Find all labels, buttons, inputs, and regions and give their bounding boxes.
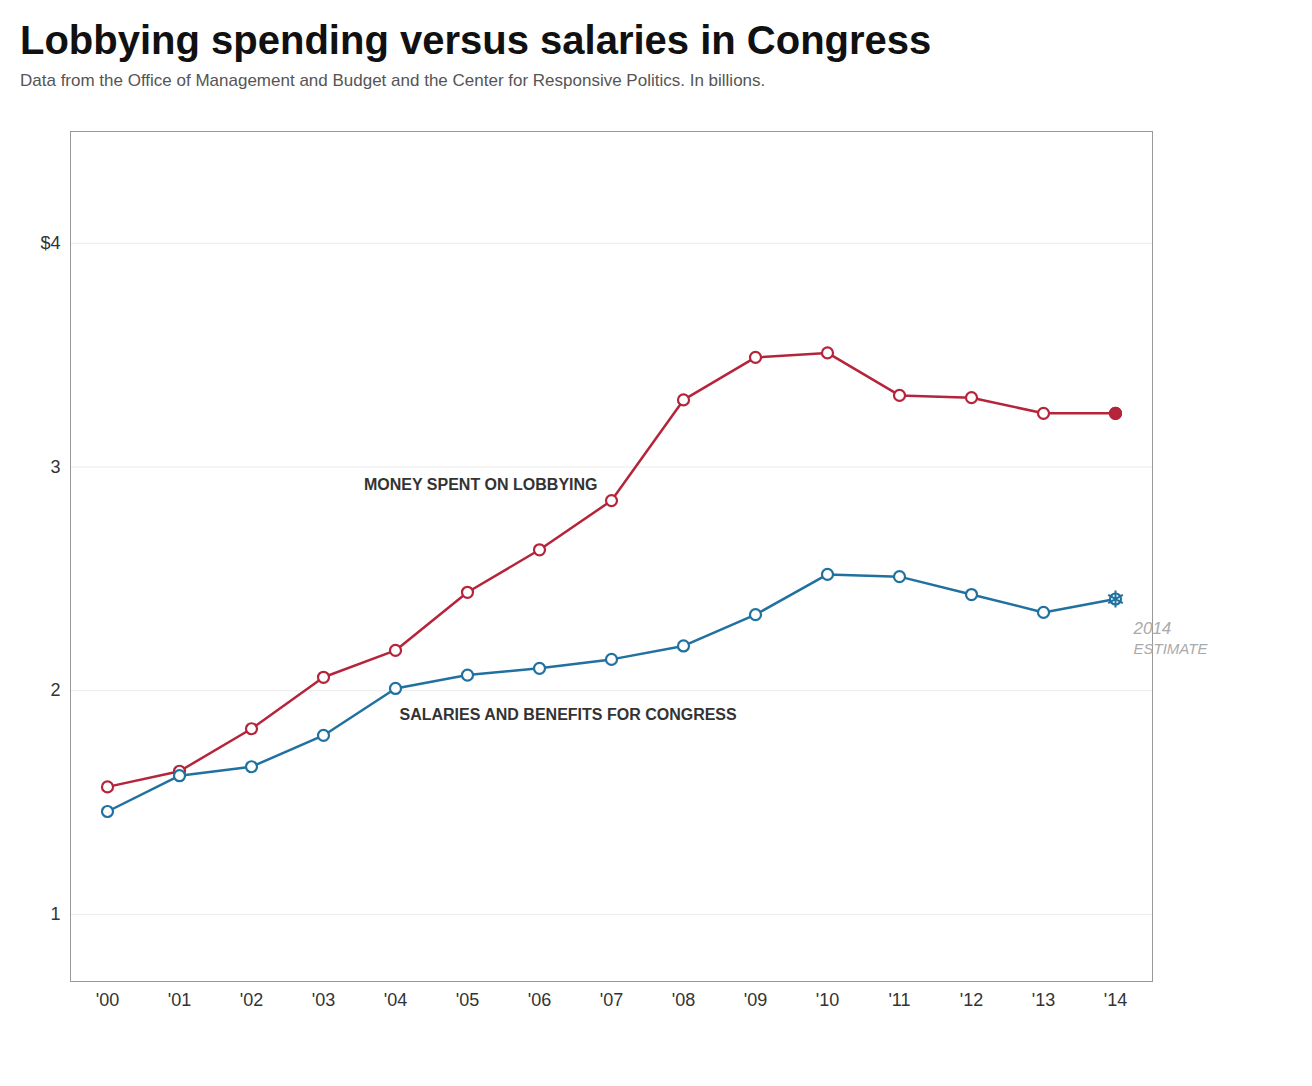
svg-text:$4: $4 bbox=[40, 233, 60, 253]
html-text:Lobbying spending versus salar: Lobbying spending versus salaries in Con… bbox=[20, 18, 932, 62]
html-text:Data from the Office of Manage: Data from the Office of Management and B… bbox=[20, 71, 766, 90]
svg-text:1: 1 bbox=[50, 904, 60, 924]
svg-text:'00: '00 bbox=[96, 990, 119, 1010]
svg-text:SALARIES AND BENEFITS FOR CONG: SALARIES AND BENEFITS FOR CONGRESS bbox=[400, 706, 738, 723]
svg-text:'04: '04 bbox=[384, 990, 407, 1010]
svg-text:'05: '05 bbox=[456, 990, 479, 1010]
svg-text:2014: 2014 bbox=[1133, 619, 1172, 638]
svg-text:'07: '07 bbox=[600, 990, 623, 1010]
svg-text:'09: '09 bbox=[744, 990, 767, 1010]
svg-text:'06: '06 bbox=[528, 990, 551, 1010]
svg-text:2: 2 bbox=[50, 680, 60, 700]
svg-text:'13: '13 bbox=[1032, 990, 1055, 1010]
svg-text:'12: '12 bbox=[960, 990, 983, 1010]
svg-text:'08: '08 bbox=[672, 990, 695, 1010]
svg-text:'03: '03 bbox=[312, 990, 335, 1010]
svg-text:3: 3 bbox=[50, 457, 60, 477]
svg-text:'14: '14 bbox=[1104, 990, 1127, 1010]
svg-text:ESTIMATE: ESTIMATE bbox=[1134, 640, 1209, 657]
svg-text:'10: '10 bbox=[816, 990, 839, 1010]
svg-text:'01: '01 bbox=[168, 990, 191, 1010]
svg-text:'11: '11 bbox=[888, 990, 910, 1010]
svg-text:'02: '02 bbox=[240, 990, 263, 1010]
svg-text:MONEY SPENT ON LOBBYING: MONEY SPENT ON LOBBYING bbox=[364, 476, 598, 493]
